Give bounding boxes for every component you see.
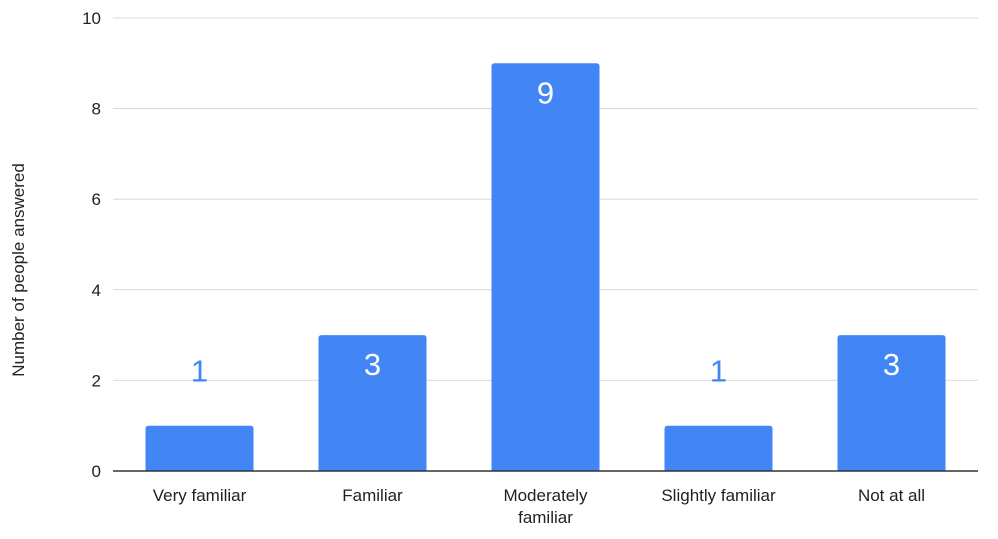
x-tick-label: Moderately familiar <box>503 486 588 527</box>
y-tick-label: 6 <box>92 190 101 209</box>
x-axis: Very familiar Familiar Moderately familiar S… <box>113 470 978 527</box>
data-labels: 1 3 9 1 3 <box>191 75 900 388</box>
y-axis-title: Number of people answered <box>9 163 28 377</box>
bar <box>837 335 946 471</box>
bar <box>491 63 600 472</box>
bars <box>145 63 946 472</box>
y-tick-label: 0 <box>92 462 101 481</box>
bar <box>318 335 427 471</box>
y-tick-label: 10 <box>82 9 101 28</box>
x-tick-label: Familiar <box>342 486 403 505</box>
y-tick-label: 2 <box>92 371 101 390</box>
data-label: 1 <box>191 354 208 389</box>
y-tick-label: 4 <box>92 281 101 300</box>
data-label: 1 <box>710 354 727 389</box>
x-tick-label: Slightly familiar <box>661 486 776 505</box>
bar <box>664 425 773 471</box>
y-tick-label: 8 <box>92 100 101 119</box>
y-axis: 0 2 4 6 8 10 <box>82 9 101 481</box>
data-label: 3 <box>883 347 900 382</box>
bar <box>145 425 254 471</box>
x-tick-label: Not at all <box>858 486 925 505</box>
data-label: 3 <box>364 347 381 382</box>
data-label: 9 <box>537 75 554 110</box>
x-tick-label: Very familiar <box>153 486 247 505</box>
